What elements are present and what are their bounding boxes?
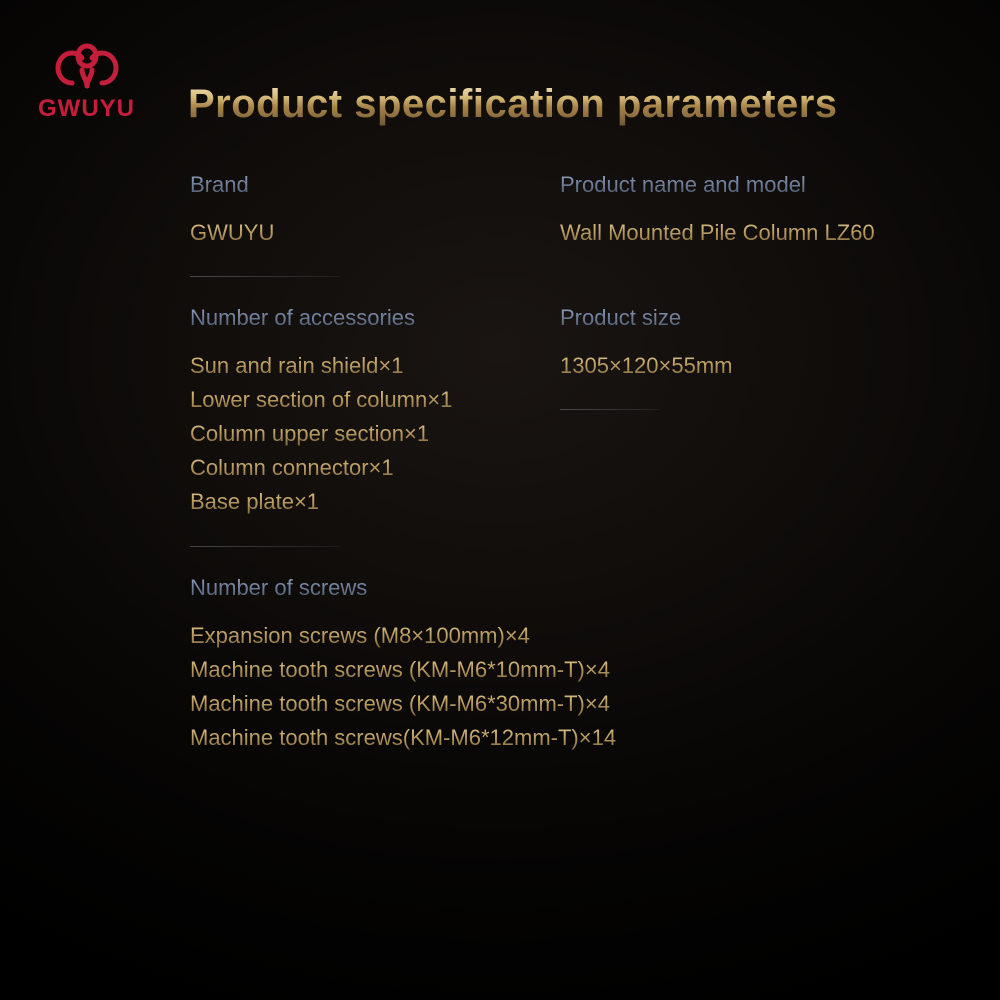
spec-accessories: Number of accessories Sun and rain shiel… xyxy=(190,305,550,574)
spec-size-label: Product size xyxy=(560,305,940,331)
spec-product: Product name and model Wall Mounted Pile… xyxy=(560,172,940,305)
brand-logo-icon xyxy=(52,38,122,93)
brand-logo-text: GWUYU xyxy=(38,95,135,123)
spec-accessories-item: Column upper section×1 xyxy=(190,417,550,451)
spec-product-value: Wall Mounted Pile Column LZ60 xyxy=(560,216,940,250)
spec-screws-item: Expansion screws (M8×100mm)×4 xyxy=(190,619,940,653)
spec-accessories-item: Column connector×1 xyxy=(190,451,550,485)
spec-brand-value: GWUYU xyxy=(190,216,550,250)
page-title: Product specification parameters xyxy=(188,82,838,127)
brand-logo: GWUYU xyxy=(38,38,135,123)
spec-grid: Brand GWUYU Product name and model Wall … xyxy=(190,172,940,783)
spec-screws-item: Machine tooth screws (KM-M6*10mm-T)×4 xyxy=(190,653,940,687)
spec-accessories-label: Number of accessories xyxy=(190,305,550,331)
divider xyxy=(190,546,340,547)
spec-accessories-item: Base plate×1 xyxy=(190,485,550,519)
spec-screws-label: Number of screws xyxy=(190,575,940,601)
spec-size: Product size 1305×120×55mm xyxy=(560,305,940,574)
divider xyxy=(190,276,340,277)
spec-size-value: 1305×120×55mm xyxy=(560,349,940,383)
spec-accessories-item: Lower section of column×1 xyxy=(190,383,550,417)
spec-screws-item: Machine tooth screws(KM-M6*12mm-T)×14 xyxy=(190,721,940,755)
spec-product-label: Product name and model xyxy=(560,172,940,198)
spec-screws-item: Machine tooth screws (KM-M6*30mm-T)×4 xyxy=(190,687,940,721)
spec-brand: Brand GWUYU xyxy=(190,172,550,305)
spec-screws: Number of screws Expansion screws (M8×10… xyxy=(190,575,940,783)
divider xyxy=(560,409,660,410)
spec-accessories-item: Sun and rain shield×1 xyxy=(190,349,550,383)
spec-brand-label: Brand xyxy=(190,172,550,198)
